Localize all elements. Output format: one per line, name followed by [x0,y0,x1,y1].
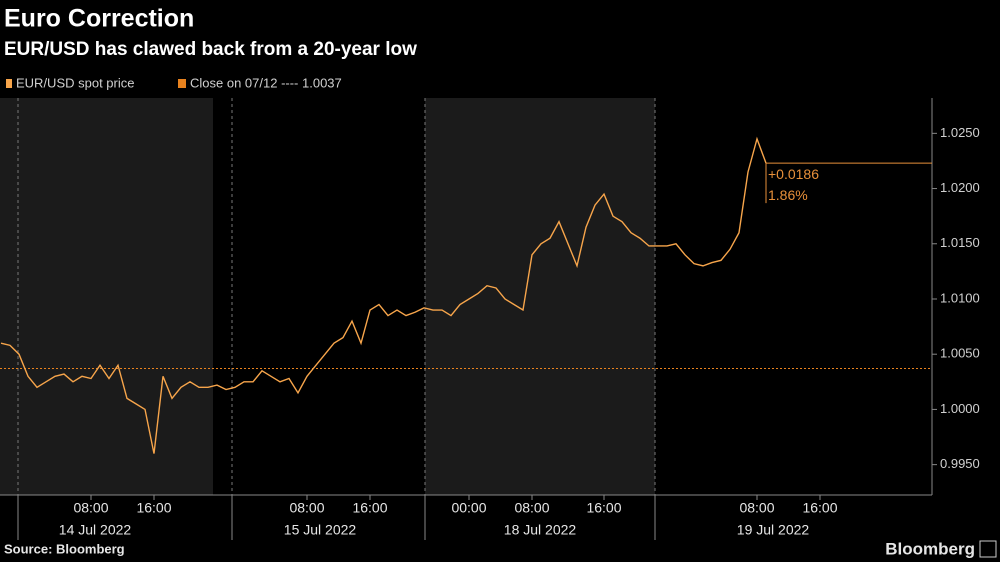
x-tick-label: 08:00 [514,500,549,516]
y-tick-label: 1.0200 [940,180,980,195]
source: Source: Bloomberg [4,541,125,556]
chart-title: Euro Correction [4,5,194,33]
y-tick-label: 1.0000 [940,401,980,416]
chart-subtitle: EUR/USD has clawed back from a 20-year l… [4,39,417,60]
y-tick-label: 1.0150 [940,235,980,250]
legend-label: Close on 07/12 ---- 1.0037 [190,75,342,90]
x-tick-label: 08:00 [73,500,108,516]
x-tick-label: 16:00 [136,500,171,516]
x-tick-label: 16:00 [586,500,621,516]
brand-icon [979,540,997,558]
session-shade [425,98,655,495]
x-group-label: 18 Jul 2022 [504,522,577,538]
x-tick-label: 08:00 [739,500,774,516]
x-tick-label: 16:00 [352,500,387,516]
x-tick-label: 08:00 [289,500,324,516]
x-group-label: 14 Jul 2022 [59,522,132,538]
y-tick-label: 1.0250 [940,125,980,140]
price-line [0,136,767,454]
y-tick-label: 1.0050 [940,346,980,361]
change-label: +0.0186 [768,166,819,182]
legend-swatch [178,79,186,88]
brand: Bloomberg [885,539,975,558]
day-ticks [17,495,656,540]
x-group-label: 15 Jul 2022 [284,522,357,538]
x-tick-label: 00:00 [451,500,486,516]
day-separators [17,98,656,495]
y-tick-label: 0.9950 [940,456,980,471]
change-percent-label: 1.86% [768,187,808,203]
x-tick-label: 16:00 [802,500,837,516]
legend-swatch [6,79,12,88]
session-shade [0,98,213,495]
legend-label: EUR/USD spot price [16,75,134,90]
x-group-label: 19 Jul 2022 [737,522,810,538]
y-tick-label: 1.0100 [940,290,980,305]
